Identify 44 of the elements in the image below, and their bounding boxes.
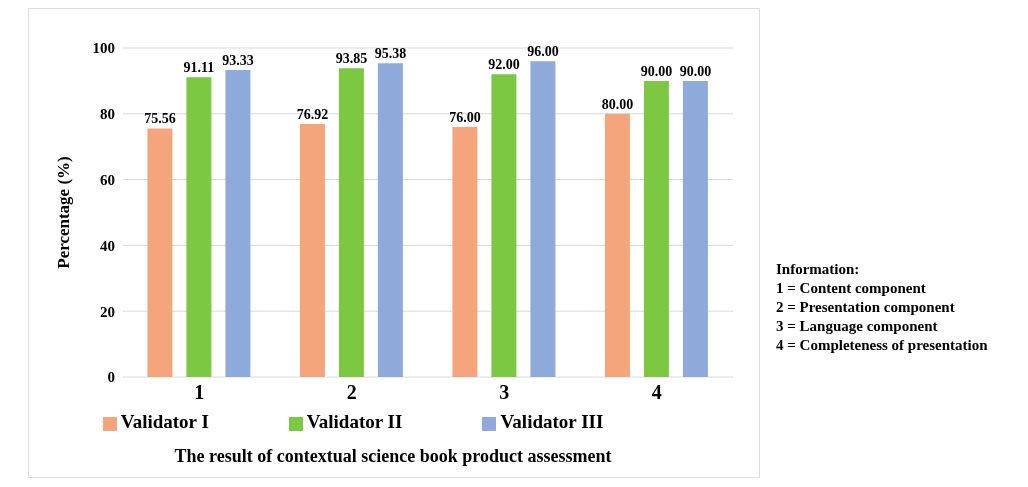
y-tick-label: 40: [100, 237, 115, 254]
bar: [682, 80, 708, 377]
bar: [299, 123, 325, 377]
data-label: 91.11: [183, 60, 215, 76]
bar: [147, 128, 173, 377]
x-tick-label: 2: [346, 381, 357, 404]
y-tick-label: 0: [107, 369, 115, 386]
data-label: 95.38: [374, 46, 407, 62]
y-tick-label: 60: [100, 171, 115, 188]
bar: [452, 126, 478, 377]
legend-label: Validator I: [120, 411, 209, 432]
data-label: 90.00: [679, 63, 712, 79]
x-tick-label: 1: [194, 381, 205, 404]
data-label: 80.00: [601, 96, 634, 112]
x-tick-label: 3: [499, 381, 510, 404]
text: The result of contextual science book product assessment: [173, 446, 613, 467]
text: 2 = Presentation component: [776, 298, 956, 317]
data-label: 76.92: [296, 106, 329, 122]
data-label: 92.00: [488, 57, 520, 73]
text: 1 = Content component: [776, 279, 927, 298]
legend-label: Validator II: [306, 411, 403, 432]
bar: [338, 68, 364, 377]
data-label: 96.00: [527, 44, 559, 60]
y-tick-label: 20: [100, 303, 115, 320]
y-tick-label: 80: [100, 106, 115, 123]
text: Information:: [776, 260, 861, 279]
bar: [225, 69, 251, 377]
legend-label: Validator III: [500, 411, 604, 432]
bar: [530, 61, 556, 377]
data-label: 76.00: [449, 109, 481, 125]
data-label: 93.85: [335, 51, 368, 67]
y-axis-title: Percentage (%): [54, 156, 74, 269]
bar: [491, 74, 517, 377]
data-label: 90.00: [640, 63, 673, 79]
y-tick-label: 100: [92, 40, 115, 57]
data-label: 75.56: [144, 111, 176, 127]
text: 3 = Language component: [776, 317, 939, 336]
data-label: 93.33: [222, 52, 254, 68]
bar: [604, 113, 630, 377]
bar: [643, 80, 669, 377]
bar: [377, 63, 403, 377]
bar: [186, 77, 212, 377]
text: 4 = Completeness of presentation: [776, 336, 988, 355]
x-tick-label: 4: [651, 381, 662, 404]
